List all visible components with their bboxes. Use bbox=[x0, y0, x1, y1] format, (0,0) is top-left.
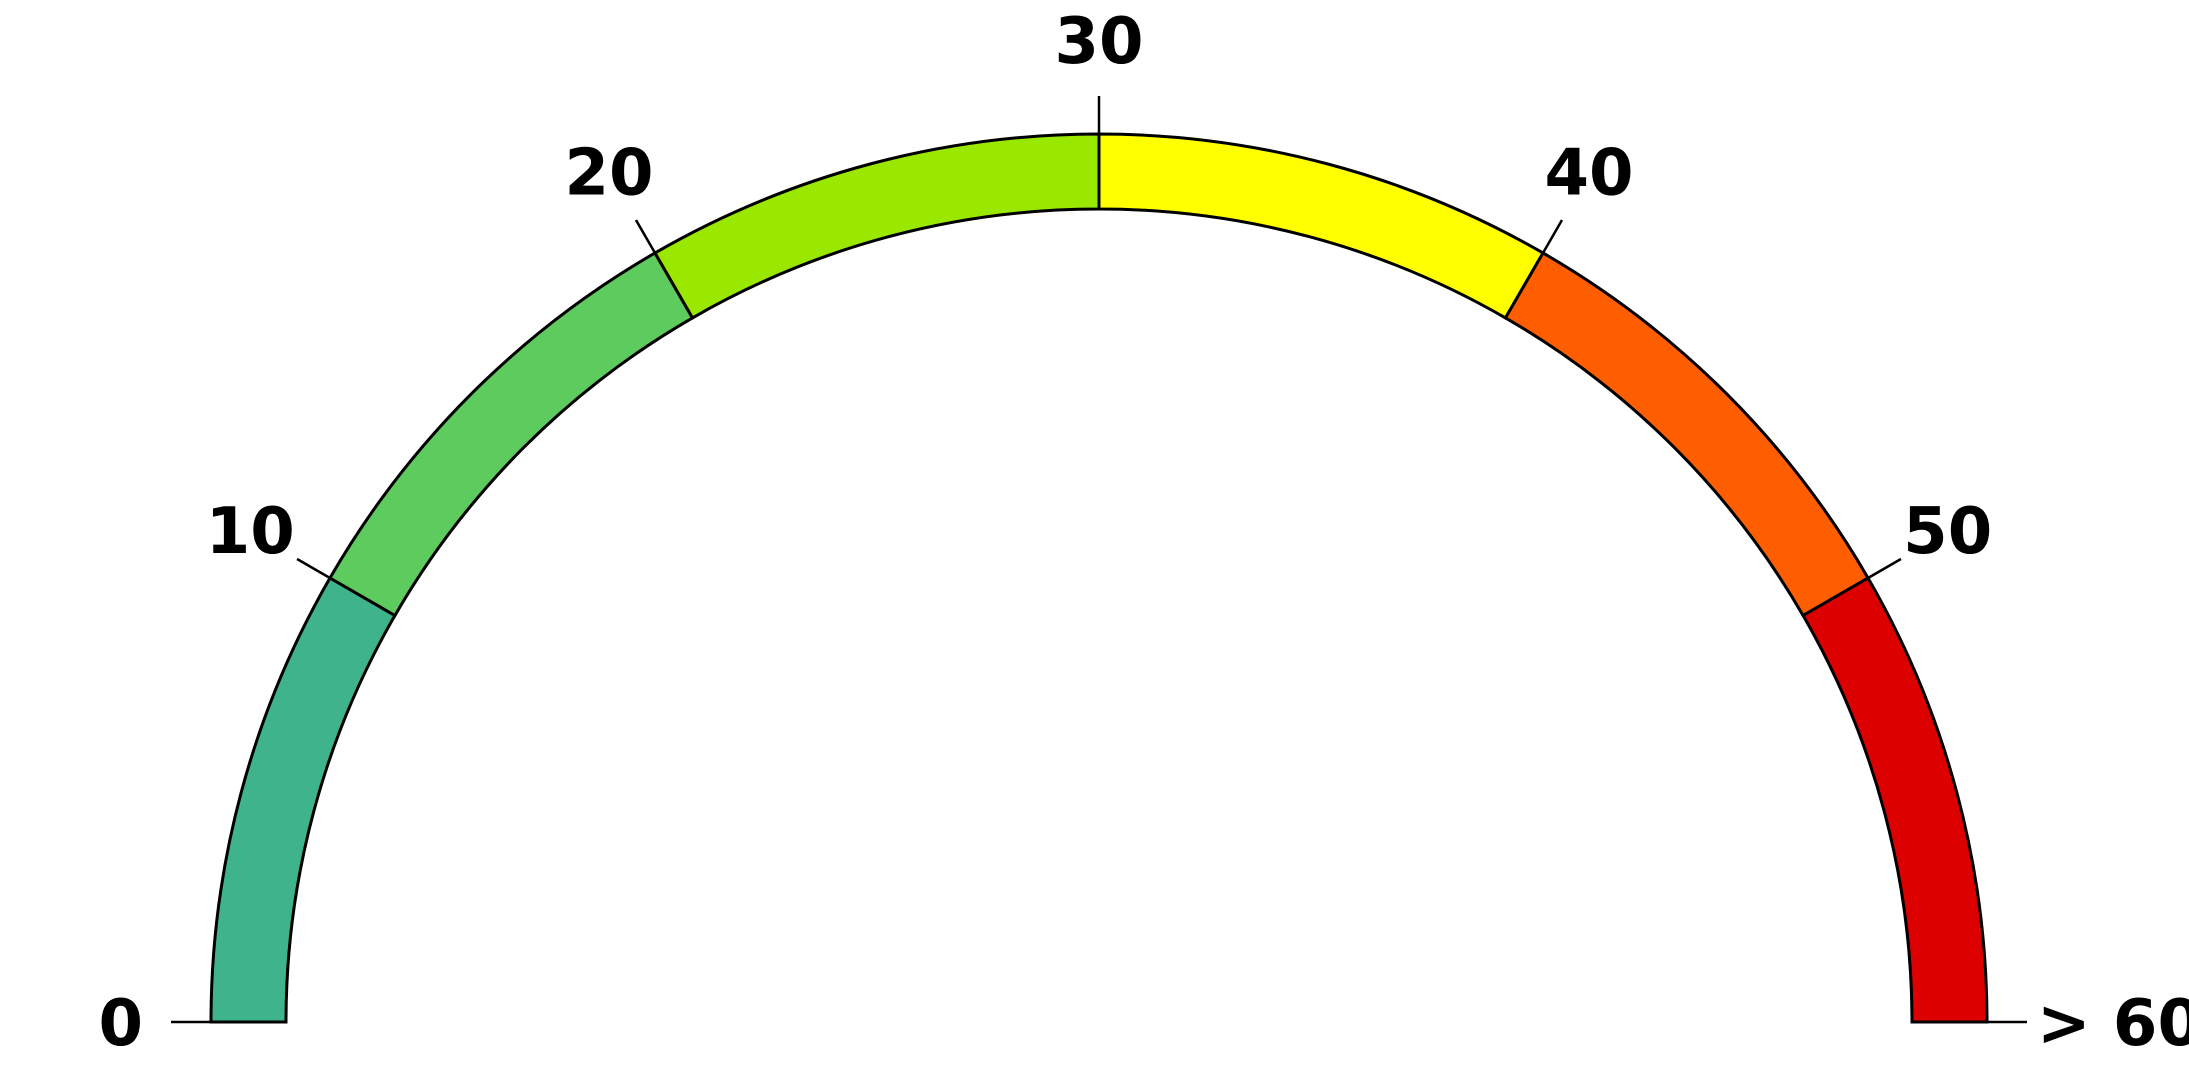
gauge-tick-label-4: 40 bbox=[1544, 136, 1633, 210]
gauge-tick-label-0: 0 bbox=[98, 987, 143, 1061]
gauge-tick-label-5: 50 bbox=[1903, 495, 1992, 569]
gauge-tick-label-6: > 60 bbox=[2037, 987, 2189, 1061]
gauge-band-1 bbox=[209, 575, 397, 1024]
gauge-tick-4 bbox=[1541, 219, 1564, 254]
gauge-bands bbox=[209, 132, 1989, 1024]
gauge-band-3 bbox=[652, 132, 1101, 320]
gauge-tick-2 bbox=[634, 219, 657, 254]
gauge-band-2 bbox=[327, 250, 695, 618]
gauge-tick-labels: 0 10 20 30 40 50 > 60 bbox=[98, 5, 2189, 1061]
gauge-tick-label-1: 10 bbox=[206, 495, 295, 569]
gauge-band-5 bbox=[1503, 250, 1871, 618]
gauge-band-4 bbox=[1097, 132, 1546, 320]
gauge-ticks bbox=[171, 96, 2027, 1024]
gauge-tick-label-2: 20 bbox=[564, 136, 653, 210]
gauge-band-6 bbox=[1801, 575, 1989, 1024]
gauge-tick-5 bbox=[1867, 557, 1902, 580]
gauge-tick-1 bbox=[296, 557, 331, 580]
gauge-tick-label-3: 30 bbox=[1054, 5, 1143, 79]
